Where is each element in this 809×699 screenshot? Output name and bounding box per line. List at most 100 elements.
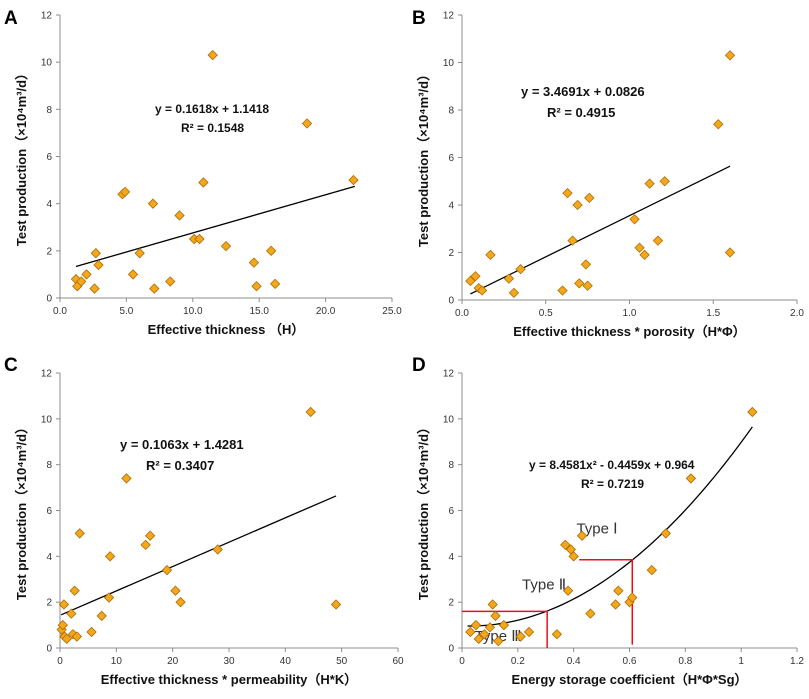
r-squared: R² = 0.4915 xyxy=(547,105,615,120)
data-point xyxy=(212,544,223,555)
y-tick-label: 12 xyxy=(41,11,53,22)
data-point xyxy=(515,263,526,275)
data-point xyxy=(574,278,585,289)
y-axis-label: Test production（×10⁴m³/d） xyxy=(14,67,29,246)
data-point xyxy=(305,406,316,418)
data-point xyxy=(104,551,116,562)
data-point xyxy=(485,249,496,261)
y-tick-label: 8 xyxy=(46,105,52,116)
x-tick-label: 2.0 xyxy=(790,308,804,319)
y-tick-label: 10 xyxy=(41,414,53,425)
data-point xyxy=(86,626,97,638)
data-point xyxy=(465,626,476,638)
data-point xyxy=(576,530,588,541)
data-point xyxy=(265,245,277,256)
data-point xyxy=(562,187,573,199)
x-tick-label: 1.5 xyxy=(706,308,720,319)
data-point xyxy=(646,564,657,576)
x-tick-label: 20.0 xyxy=(316,306,336,317)
y-tick-label: 4 xyxy=(46,199,52,210)
y-tick-label: 6 xyxy=(448,153,454,164)
data-point xyxy=(81,269,92,280)
x-tick-label: 0 xyxy=(57,656,63,667)
x-tick-label: 5.0 xyxy=(119,306,133,317)
y-tick-label: 4 xyxy=(448,552,454,563)
data-point xyxy=(149,283,160,294)
data-point xyxy=(490,610,501,622)
x-tick-label: 40 xyxy=(280,656,292,667)
data-point xyxy=(685,473,697,484)
data-point xyxy=(74,528,85,539)
data-point xyxy=(127,269,139,280)
data-point xyxy=(248,257,260,268)
x-tick-label: 1.0 xyxy=(623,308,637,319)
y-tick-label: 4 xyxy=(448,201,454,212)
data-point xyxy=(582,280,593,291)
data-point xyxy=(551,629,563,640)
y-axis-label: Test production（×10⁴m³/d） xyxy=(416,68,431,247)
y-tick-label: 12 xyxy=(443,11,455,22)
data-point xyxy=(119,186,131,198)
x-tick-label: 0.8 xyxy=(678,656,692,667)
data-point xyxy=(170,585,181,596)
panel-c: 0 10 20 30 40 50 60 0 2 4 6 8 10 12 Effective thicknes… xyxy=(4,355,404,687)
data-point xyxy=(639,249,650,261)
y-tick-label: 0 xyxy=(46,644,52,655)
x-tick-label: 50 xyxy=(336,656,348,667)
data-point xyxy=(61,633,72,644)
x-tick-label: 0.0 xyxy=(53,306,67,317)
data-point xyxy=(562,585,574,596)
x-tick-label: 1 xyxy=(738,656,744,667)
y-tick-label: 10 xyxy=(443,414,455,425)
data-point xyxy=(557,285,568,296)
data-point xyxy=(103,592,115,603)
x-axis-label: Effective thickness （H） xyxy=(148,322,305,337)
data-point xyxy=(572,199,583,211)
data-point xyxy=(198,177,209,188)
data-point xyxy=(580,259,592,270)
y-tick-label: 8 xyxy=(448,460,454,471)
data-point xyxy=(629,214,640,225)
y-tick-label: 0 xyxy=(448,296,454,307)
data-point xyxy=(470,271,481,282)
data-point xyxy=(498,619,510,631)
x-tick-label: 0 xyxy=(459,656,465,667)
y-tick-label: 0 xyxy=(448,644,454,655)
type-iii-boundary xyxy=(462,610,548,648)
data-point xyxy=(161,564,173,576)
r-squared: R² = 0.1548 xyxy=(181,121,244,135)
x-tick-label: 30 xyxy=(223,656,235,667)
data-point xyxy=(269,278,281,290)
data-point xyxy=(330,599,342,610)
panel-b: 0.0 0.5 1.0 1.5 2.0 0 2 4 6 8 10 12 Effective thickn… xyxy=(412,8,804,339)
data-point xyxy=(144,530,156,541)
x-tick-label: 10 xyxy=(111,656,123,667)
x-tick-label: 10.0 xyxy=(183,306,203,317)
data-point xyxy=(659,176,670,187)
y-tick-label: 4 xyxy=(46,552,52,563)
data-point xyxy=(567,235,578,246)
data-point xyxy=(71,631,83,642)
trendline xyxy=(60,495,337,616)
data-point xyxy=(174,210,185,221)
y-tick-label: 2 xyxy=(46,598,52,609)
data-point xyxy=(503,273,515,284)
data-point xyxy=(613,585,624,596)
x-tick-label: 20 xyxy=(167,656,179,667)
data-point xyxy=(66,608,77,619)
y-tick-label: 8 xyxy=(448,106,454,117)
data-point xyxy=(57,619,68,631)
x-tick-label: 0.5 xyxy=(539,308,553,319)
type-ii-boundary xyxy=(579,559,634,645)
x-tick-label: 0.4 xyxy=(567,656,581,667)
r-squared: R² = 0.3407 xyxy=(146,458,214,473)
trend-equation: y = 8.4581x² - 0.4459x + 0.964 xyxy=(529,458,695,472)
panel-label: A xyxy=(4,8,18,29)
data-point xyxy=(508,287,520,299)
data-point xyxy=(69,585,80,596)
panel-d: 0 0.2 0.4 0.6 0.8 1 1.2 0 2 4 6 8 10 12 Energy storage… xyxy=(412,355,804,687)
data-point xyxy=(634,242,645,253)
data-point xyxy=(140,539,151,551)
y-tick-label: 10 xyxy=(443,58,455,69)
